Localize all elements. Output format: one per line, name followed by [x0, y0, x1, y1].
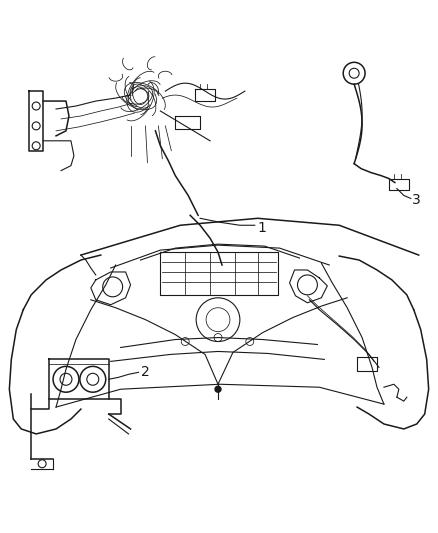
Text: 1: 1	[258, 221, 267, 235]
Text: 3: 3	[412, 193, 420, 207]
Text: 2: 2	[141, 365, 149, 379]
Circle shape	[215, 386, 221, 392]
